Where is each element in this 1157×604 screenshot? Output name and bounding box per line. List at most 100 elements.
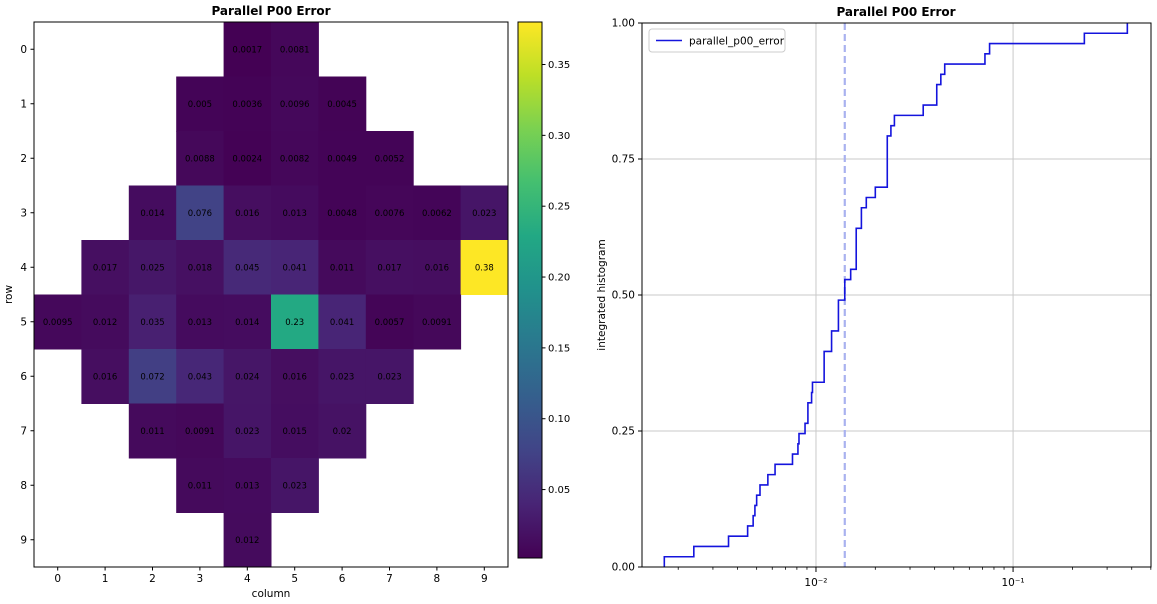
svg-text:0.018: 0.018 — [188, 263, 212, 273]
svg-text:0: 0 — [54, 573, 61, 585]
svg-text:0.016: 0.016 — [425, 263, 449, 273]
svg-text:0.024: 0.024 — [235, 372, 259, 382]
svg-text:0.023: 0.023 — [377, 372, 401, 382]
svg-text:0.017: 0.017 — [377, 263, 401, 273]
svg-text:6: 6 — [339, 573, 346, 585]
svg-text:0.023: 0.023 — [235, 427, 259, 437]
svg-text:3: 3 — [20, 207, 27, 219]
svg-text:6: 6 — [20, 371, 27, 383]
svg-text:2: 2 — [20, 153, 27, 165]
heatmap-axis-ticks: 0 1 2 3 4 5 6 7 8 9 0 1 2 3 4 5 6 7 8 9 — [20, 44, 487, 585]
svg-text:0.0076: 0.0076 — [375, 209, 405, 219]
heatmap-frame — [33, 21, 509, 568]
colorbar-ticks: 0.05 0.10 0.15 0.20 0.25 0.30 0.35 — [542, 60, 570, 496]
svg-text:0.072: 0.072 — [140, 372, 164, 382]
svg-text:0.10: 0.10 — [548, 414, 570, 425]
svg-text:4: 4 — [20, 262, 27, 274]
svg-text:0.00: 0.00 — [612, 562, 635, 574]
svg-text:0.045: 0.045 — [235, 263, 259, 273]
svg-text:0.30: 0.30 — [548, 131, 570, 142]
cdf-gridlines — [642, 22, 1151, 568]
svg-text:0.0048: 0.0048 — [327, 209, 357, 219]
svg-text:9: 9 — [20, 534, 27, 546]
legend-label: parallel_p00_error — [689, 36, 785, 48]
heatmap-subplot: 0.0017 0.0081 0.005 0.0036 0.0096 0.0045 0.008… — [3, 4, 509, 600]
cdf-subplot: 0.00 0.25 0.50 0.75 1.00 10⁻² 10⁻¹ Parallel P0… — [596, 5, 1152, 589]
svg-text:0.75: 0.75 — [612, 154, 635, 166]
svg-text:0.041: 0.041 — [283, 263, 307, 273]
cdf-step-curve — [663, 23, 1129, 567]
svg-text:0.0091: 0.0091 — [185, 427, 215, 437]
svg-text:0.15: 0.15 — [548, 343, 570, 354]
heatmap-title: Parallel P00 Error — [211, 4, 330, 18]
svg-text:0.50: 0.50 — [612, 290, 635, 302]
svg-text:0.043: 0.043 — [188, 372, 212, 382]
cdf-axis-ticks: 0.00 0.25 0.50 0.75 1.00 10⁻² 10⁻¹ — [612, 18, 1152, 589]
svg-text:0.0049: 0.0049 — [327, 154, 357, 164]
svg-text:0.013: 0.013 — [235, 481, 259, 491]
svg-text:0.0052: 0.0052 — [375, 154, 405, 164]
svg-text:0.023: 0.023 — [472, 209, 496, 219]
svg-text:0.013: 0.013 — [283, 209, 307, 219]
svg-text:5: 5 — [20, 316, 27, 328]
svg-text:0.35: 0.35 — [548, 60, 570, 71]
svg-text:0.23: 0.23 — [285, 318, 304, 328]
cdf-ylabel: integrated histogram — [596, 239, 608, 350]
svg-text:0.035: 0.035 — [140, 318, 164, 328]
svg-text:1: 1 — [102, 573, 109, 585]
svg-text:0.016: 0.016 — [93, 372, 117, 382]
heatmap-xlabel: column — [252, 588, 291, 600]
svg-text:0.0057: 0.0057 — [375, 318, 405, 328]
svg-text:9: 9 — [481, 573, 488, 585]
svg-text:1.00: 1.00 — [612, 18, 635, 30]
svg-text:0.05: 0.05 — [548, 485, 570, 496]
svg-text:0.017: 0.017 — [93, 263, 117, 273]
svg-text:0.38: 0.38 — [475, 263, 494, 273]
heatmap-ylabel: row — [3, 285, 15, 305]
svg-text:0.014: 0.014 — [140, 209, 164, 219]
legend: parallel_p00_error — [648, 28, 786, 53]
cdf-title: Parallel P00 Error — [836, 5, 955, 19]
legend-box — [648, 28, 786, 53]
svg-text:7: 7 — [20, 425, 27, 437]
svg-text:8: 8 — [20, 480, 27, 492]
svg-text:0.016: 0.016 — [283, 372, 307, 382]
svg-text:3: 3 — [197, 573, 204, 585]
svg-text:0.25: 0.25 — [548, 202, 570, 213]
svg-text:0.0024: 0.0024 — [232, 154, 262, 164]
svg-text:0.0045: 0.0045 — [327, 100, 357, 110]
svg-text:0.0091: 0.0091 — [422, 318, 452, 328]
svg-text:0.012: 0.012 — [235, 536, 259, 546]
svg-text:0.20: 0.20 — [548, 273, 570, 284]
svg-text:1: 1 — [20, 98, 27, 110]
svg-text:0: 0 — [20, 44, 27, 56]
svg-text:0.0096: 0.0096 — [280, 100, 310, 110]
svg-text:0.014: 0.014 — [235, 318, 259, 328]
svg-text:0.023: 0.023 — [283, 481, 307, 491]
svg-text:0.0036: 0.0036 — [232, 100, 262, 110]
svg-text:0.041: 0.041 — [330, 318, 354, 328]
svg-text:8: 8 — [434, 573, 441, 585]
svg-text:0.025: 0.025 — [140, 263, 164, 273]
colorbar-gradient — [517, 21, 543, 559]
svg-text:0.011: 0.011 — [188, 481, 212, 491]
svg-text:0.023: 0.023 — [330, 372, 354, 382]
svg-text:0.02: 0.02 — [333, 427, 352, 437]
svg-text:10⁻²: 10⁻² — [804, 577, 827, 589]
heatmap-annotations: 0.0017 0.0081 0.005 0.0036 0.0096 0.0045 0.008… — [43, 45, 497, 546]
svg-text:0.012: 0.012 — [93, 318, 117, 328]
svg-text:10⁻¹: 10⁻¹ — [1002, 577, 1025, 589]
svg-text:2: 2 — [149, 573, 156, 585]
svg-text:0.0088: 0.0088 — [185, 154, 215, 164]
svg-text:0.013: 0.013 — [188, 318, 212, 328]
svg-text:7: 7 — [386, 573, 393, 585]
svg-text:0.005: 0.005 — [188, 100, 212, 110]
svg-text:0.0081: 0.0081 — [280, 45, 310, 55]
svg-text:0.011: 0.011 — [330, 263, 354, 273]
svg-text:0.076: 0.076 — [188, 209, 212, 219]
svg-text:5: 5 — [291, 573, 298, 585]
svg-text:4: 4 — [244, 573, 251, 585]
heatmap-cells — [34, 22, 509, 568]
